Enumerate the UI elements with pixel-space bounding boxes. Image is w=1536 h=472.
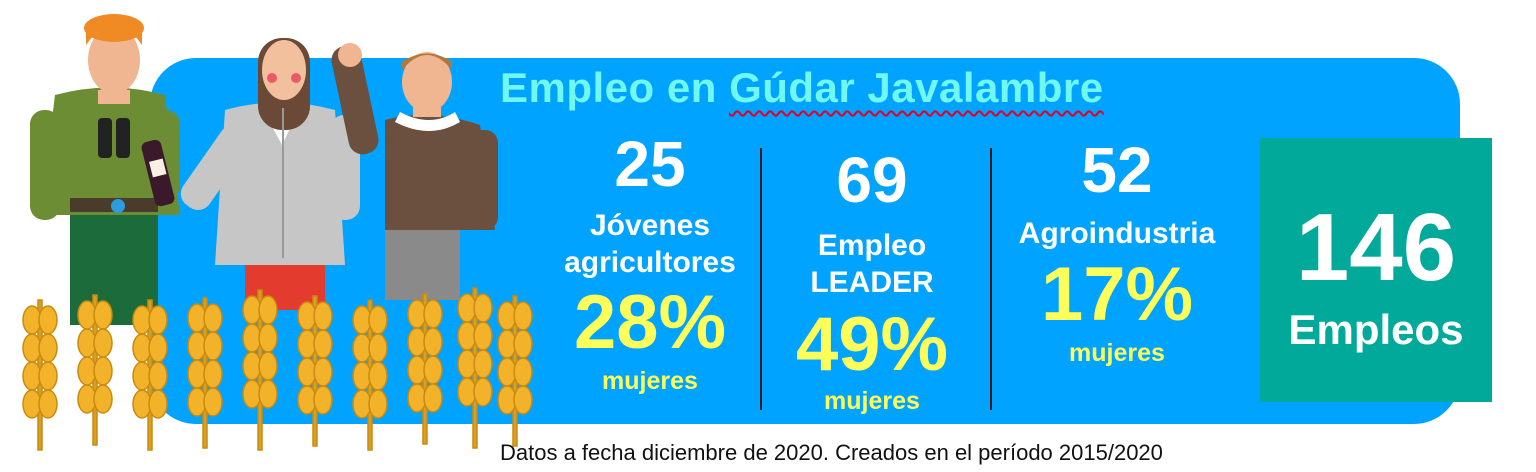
stat-jovenes-agricultores: 25 Jóvenes agricultores 28% mujeres [560, 132, 740, 394]
title-place: Gúdar Javalambre [729, 64, 1104, 111]
stat-number: 52 [1081, 134, 1153, 206]
stat-empleo-leader: 69 Empleo LEADER 49% mujeres [782, 148, 962, 414]
total-employment-box: 146 Empleos [1260, 138, 1492, 402]
stat-percent: 17% [1040, 251, 1194, 337]
people-in-wheat-field-illustration [22, 14, 533, 451]
column-divider [990, 148, 992, 410]
hiker-figure [30, 14, 180, 325]
footnote: Datos a fecha diciembre de 2020. Creados… [500, 440, 1163, 465]
stat-percent-label: mujeres [1069, 338, 1165, 367]
woman-figure [180, 38, 360, 310]
stat-label-line1: Jóvenes [589, 209, 711, 242]
stat-label-line1: Empleo [817, 229, 927, 262]
stat-percent-label: mujeres [824, 387, 920, 416]
stat-percent: 28% [573, 280, 727, 366]
page-title: Empleo en Gúdar Javalambre [500, 64, 1104, 112]
stat-number: 69 [836, 144, 908, 216]
stat-label-line2: agricultores [564, 245, 736, 279]
stat-number: 25 [614, 128, 686, 200]
waving-man-figure [331, 43, 498, 300]
column-divider [760, 148, 762, 410]
wheat-field [22, 287, 533, 451]
total-label: Empleos [1288, 306, 1464, 353]
title-prefix: Empleo en [500, 64, 730, 111]
stat-percent: 49% [795, 302, 949, 388]
total-number: 146 [1295, 194, 1457, 301]
stat-label-line1: Agroindustria [1018, 217, 1216, 250]
stat-percent-label: mujeres [602, 367, 698, 396]
stat-label-line2: LEADER [810, 265, 934, 299]
stat-agroindustria: 52 Agroindustria 17% mujeres [1006, 138, 1228, 366]
